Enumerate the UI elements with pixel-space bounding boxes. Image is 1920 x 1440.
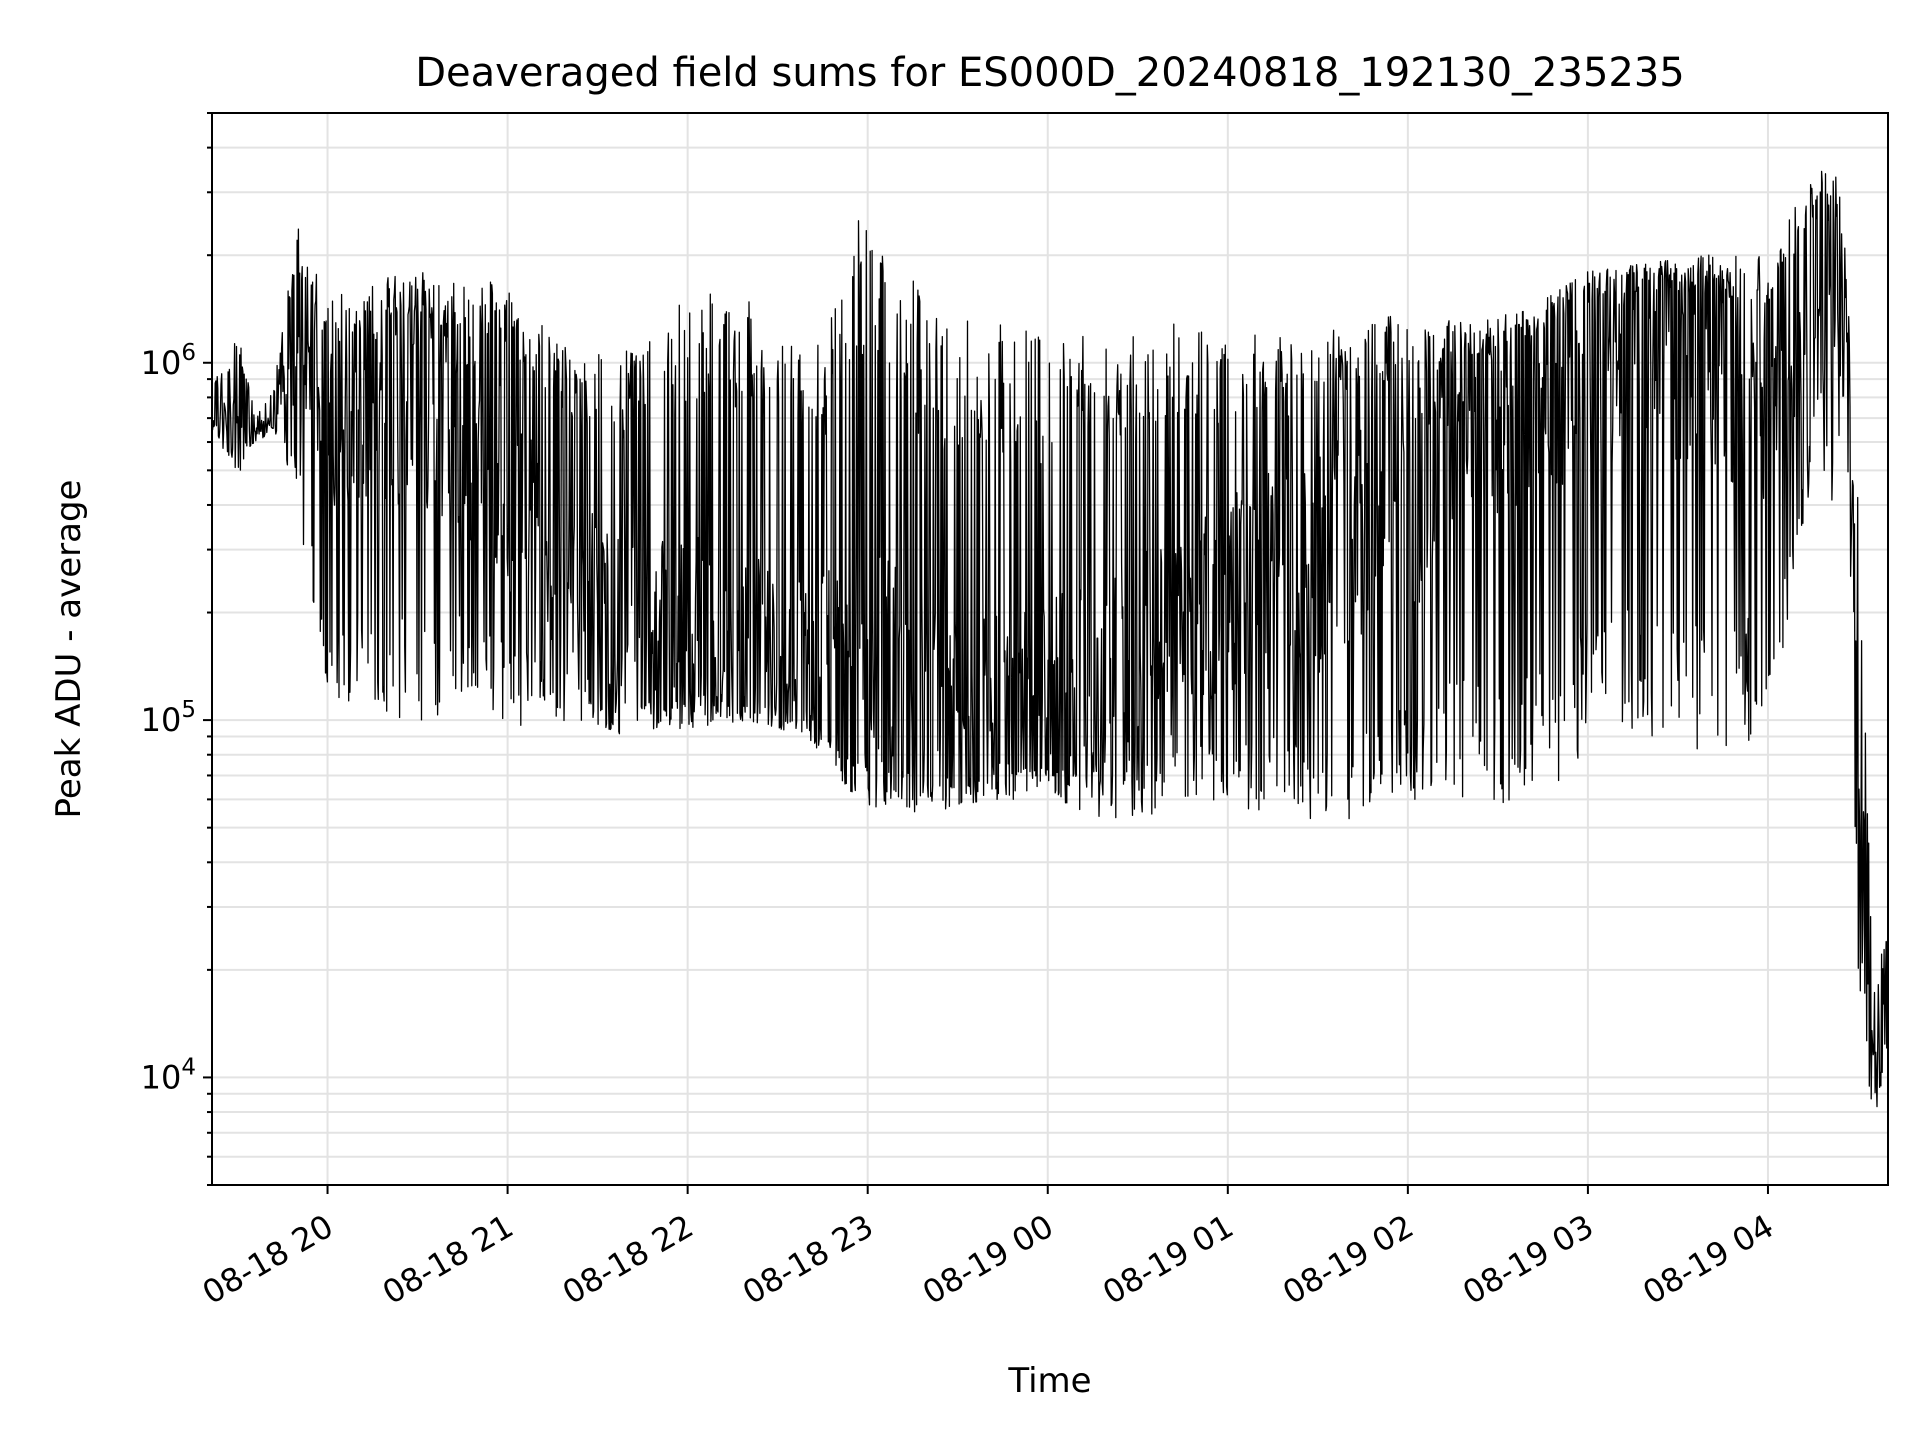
y-tick-label: 104 — [141, 1054, 196, 1096]
chart-title: Deaveraged field sums for ES000D_2024081… — [415, 50, 1685, 96]
y-axis: 104 105 106 — [141, 112, 212, 1186]
series-polyline — [211, 170, 1889, 1108]
x-axis-label: Time — [1007, 1361, 1091, 1401]
x-tick-label: 08-18 23 — [736, 1207, 880, 1312]
y-axis-label: Peak ADU - average — [49, 480, 89, 819]
x-tick-label: 08-19 02 — [1276, 1207, 1420, 1312]
x-tick-label: 08-18 20 — [196, 1207, 340, 1312]
y-tick-label: 105 — [141, 697, 196, 739]
x-tick-label: 08-18 22 — [556, 1207, 700, 1312]
x-tick-label: 08-19 03 — [1456, 1207, 1600, 1312]
x-tick-label: 08-19 04 — [1636, 1207, 1780, 1312]
x-tick-label: 08-19 01 — [1096, 1207, 1240, 1312]
x-tick-label: 08-18 21 — [376, 1207, 520, 1312]
plot-frame — [211, 112, 1889, 1186]
y-tick-label: 106 — [141, 340, 196, 382]
x-axis: 08-18 20 08-18 21 08-18 22 08-18 23 08-19 00… — [196, 1185, 1780, 1312]
series-line — [211, 170, 1889, 1108]
x-tick-label: 08-19 00 — [916, 1207, 1060, 1312]
